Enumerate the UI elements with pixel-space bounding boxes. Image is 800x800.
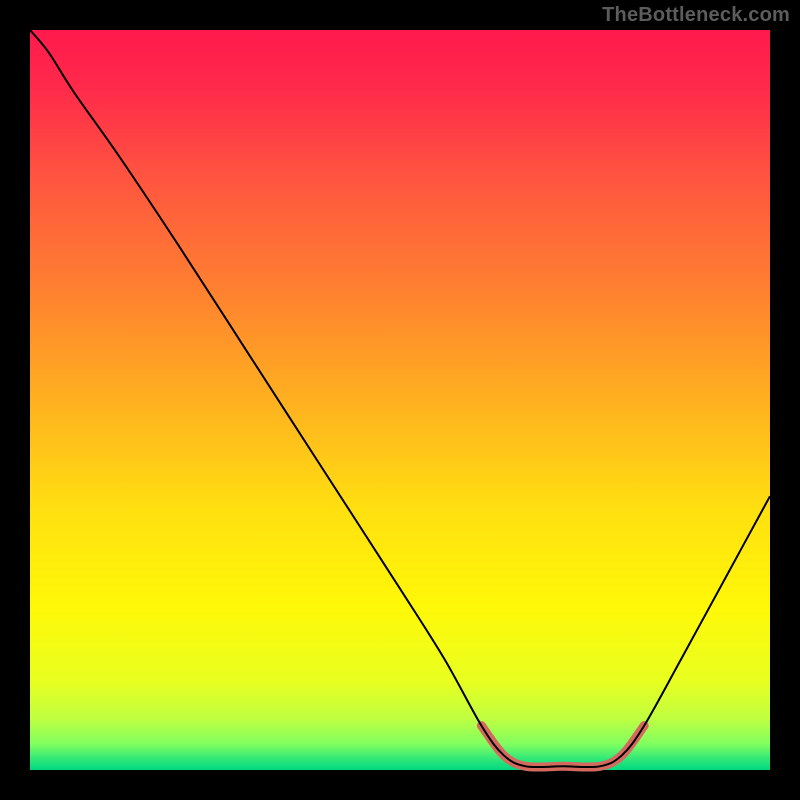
watermark-label: TheBottleneck.com (602, 4, 790, 27)
chart-svg (0, 0, 800, 800)
chart-container: TheBottleneck.com (0, 0, 800, 800)
gradient-plot-area (30, 30, 770, 770)
